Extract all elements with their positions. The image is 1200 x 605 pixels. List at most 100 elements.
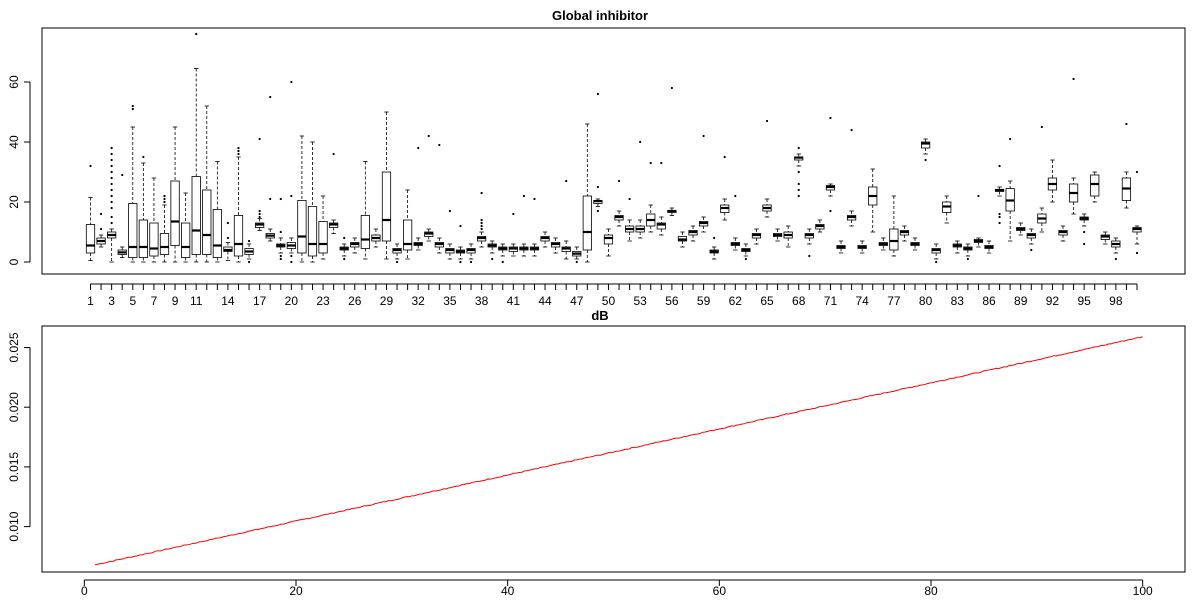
box-6 bbox=[138, 155, 148, 263]
box-72 bbox=[836, 240, 846, 254]
box-body bbox=[212, 209, 222, 258]
line-x-tick-label: 40 bbox=[501, 584, 515, 598]
box-body bbox=[603, 234, 614, 245]
box-outlier bbox=[279, 197, 282, 201]
box-outlier bbox=[131, 104, 134, 108]
box-body bbox=[582, 195, 592, 251]
box-outlier bbox=[713, 236, 716, 240]
box-15 bbox=[233, 146, 244, 263]
boxplot-x-tick-label: 17 bbox=[253, 294, 267, 308]
box-outlier bbox=[110, 194, 113, 198]
box-12 bbox=[202, 105, 212, 263]
box-outlier bbox=[269, 197, 272, 201]
box-8 bbox=[159, 194, 170, 263]
box-56 bbox=[667, 86, 677, 216]
box-body bbox=[181, 222, 191, 258]
boxplot-x-tick-label: 32 bbox=[412, 294, 426, 308]
boxplot-x-axis: 1 3 5 7 9 11 14 17 20 23 26 29 32 35 38 41 44 47 50 53 56 59 6… bbox=[87, 283, 1138, 308]
box-47 bbox=[572, 246, 582, 264]
box-outlier bbox=[765, 119, 769, 123]
box-outlier bbox=[163, 194, 166, 198]
box-outlier bbox=[417, 146, 420, 150]
box-86 bbox=[984, 240, 994, 254]
box-22 bbox=[307, 141, 318, 263]
boxplot-x-tick-label: 62 bbox=[729, 294, 743, 308]
boxplot-frame bbox=[41, 27, 1186, 275]
box-23 bbox=[318, 195, 328, 260]
box-87 bbox=[994, 164, 1005, 225]
box-outlier bbox=[617, 179, 621, 183]
box-outlier bbox=[110, 200, 113, 204]
box-outlier bbox=[1125, 122, 1128, 126]
box-outlier bbox=[1009, 137, 1012, 141]
box-5 bbox=[128, 104, 138, 263]
box-outlier bbox=[226, 236, 230, 240]
box-46 bbox=[561, 179, 571, 260]
box-outlier bbox=[734, 194, 737, 198]
box-outlier bbox=[247, 260, 251, 264]
box-outlier bbox=[935, 260, 938, 264]
box-body bbox=[318, 221, 328, 254]
boxplot-x-tick-label: 65 bbox=[760, 294, 774, 308]
box-7 bbox=[149, 177, 159, 263]
box-92 bbox=[1047, 159, 1058, 203]
box-outlier bbox=[343, 236, 346, 240]
box-36 bbox=[455, 224, 466, 264]
box-body bbox=[360, 215, 370, 249]
box-outlier bbox=[1083, 230, 1086, 234]
box-31 bbox=[403, 189, 413, 260]
box-outlier bbox=[1040, 125, 1043, 129]
box-outlier bbox=[829, 209, 832, 213]
box-outlier bbox=[1083, 242, 1086, 246]
line-frame bbox=[41, 325, 1186, 573]
box-outlier bbox=[237, 149, 240, 153]
boxplot-x-tick-label: 53 bbox=[633, 294, 647, 308]
box-77 bbox=[889, 195, 899, 257]
boxplot-x-tick-label: 86 bbox=[982, 294, 996, 308]
box-outlier bbox=[110, 221, 113, 225]
box-outlier bbox=[110, 215, 113, 219]
box-13 bbox=[212, 161, 222, 263]
boxplot-x-tick-label: 71 bbox=[824, 294, 838, 308]
box-body bbox=[233, 215, 244, 257]
box-70 bbox=[815, 219, 825, 233]
box-44 bbox=[540, 231, 550, 248]
box-outlier bbox=[290, 254, 293, 258]
box-96 bbox=[1090, 171, 1100, 203]
box-outlier bbox=[491, 257, 494, 261]
box-97 bbox=[1100, 231, 1110, 245]
boxplot-y-tick-label: 40 bbox=[7, 135, 21, 149]
box-99 bbox=[1121, 122, 1132, 209]
box-outlier bbox=[596, 92, 599, 96]
box-outlier bbox=[121, 173, 124, 177]
box-outlier bbox=[258, 209, 261, 213]
box-outlier bbox=[744, 257, 747, 261]
box-51 bbox=[614, 179, 624, 227]
box-outlier bbox=[797, 182, 800, 186]
box-9 bbox=[170, 126, 180, 263]
box-50 bbox=[603, 228, 614, 257]
box-outlier bbox=[1135, 251, 1139, 255]
box-outlier bbox=[1114, 257, 1117, 261]
box-outlier bbox=[998, 221, 1001, 225]
boxplot-x-tick-label: 59 bbox=[697, 294, 711, 308]
box-outlier bbox=[797, 188, 800, 192]
box-outlier bbox=[279, 254, 282, 258]
box-outlier bbox=[966, 257, 969, 261]
box-57 bbox=[677, 231, 688, 248]
box-outlier bbox=[195, 32, 198, 36]
box-95 bbox=[1079, 213, 1089, 246]
boxplot-x-tick-label: 77 bbox=[887, 294, 901, 308]
box-outlier bbox=[639, 140, 642, 144]
box-27 bbox=[360, 161, 370, 260]
box-outlier bbox=[459, 260, 462, 264]
box-body bbox=[297, 200, 307, 254]
box-outlier bbox=[575, 260, 578, 264]
box-45 bbox=[551, 237, 561, 254]
box-93 bbox=[1058, 225, 1068, 242]
box-outlier bbox=[395, 260, 399, 264]
box-outlier bbox=[110, 158, 113, 162]
box-32 bbox=[413, 146, 423, 251]
box-28 bbox=[371, 228, 381, 248]
